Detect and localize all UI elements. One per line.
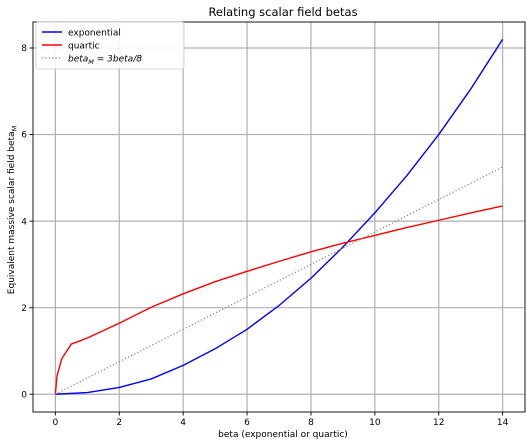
x-tick-label: 14 bbox=[497, 418, 509, 428]
y-axis-label-main: Equivalent massive scalar field beta bbox=[7, 131, 17, 294]
legend: exponential quartic betaM = 3beta/8 bbox=[35, 21, 185, 70]
legend-label-ratio: betaM = 3beta/8 bbox=[68, 55, 142, 67]
y-axis-label: Equivalent massive scalar field betaM bbox=[7, 126, 19, 294]
y-tick-label: 6 bbox=[21, 131, 27, 141]
x-axis-label: beta (exponential or quartic) bbox=[218, 430, 348, 440]
chart-title: Relating scalar field betas bbox=[208, 5, 357, 19]
y-axis-label-subscript: M bbox=[11, 126, 19, 132]
x-tick-label: 10 bbox=[369, 418, 381, 428]
x-tick-label: 2 bbox=[116, 418, 122, 428]
series-ratio bbox=[55, 166, 503, 395]
series-quartic bbox=[54, 205, 503, 395]
x-tick-label: 6 bbox=[244, 418, 250, 428]
y-tick-label: 2 bbox=[21, 304, 27, 314]
legend-ratio-rest: = 3beta/8 bbox=[94, 55, 142, 65]
legend-ratio-sub: M bbox=[88, 58, 94, 66]
x-tick-label: 8 bbox=[308, 418, 314, 428]
plot-frame bbox=[32, 21, 526, 413]
y-tick-label: 8 bbox=[21, 44, 27, 54]
legend-box bbox=[35, 21, 185, 70]
legend-label-quartic: quartic bbox=[68, 42, 100, 52]
legend-label-exponential: exponential bbox=[68, 29, 121, 39]
series-exponential bbox=[55, 38, 504, 395]
y-tick-label: 4 bbox=[21, 217, 27, 227]
x-tick-label: 12 bbox=[433, 418, 444, 428]
grid-lines bbox=[33, 22, 525, 412]
x-tick-label: 0 bbox=[52, 418, 58, 428]
x-tick-label: 4 bbox=[180, 418, 186, 428]
series-layer bbox=[54, 38, 504, 395]
axis-ticks: 0 2 4 6 8 10 12 14 0 2 4 6 8 bbox=[21, 44, 508, 428]
y-tick-label: 0 bbox=[21, 390, 27, 400]
legend-ratio-main: beta bbox=[68, 55, 88, 65]
